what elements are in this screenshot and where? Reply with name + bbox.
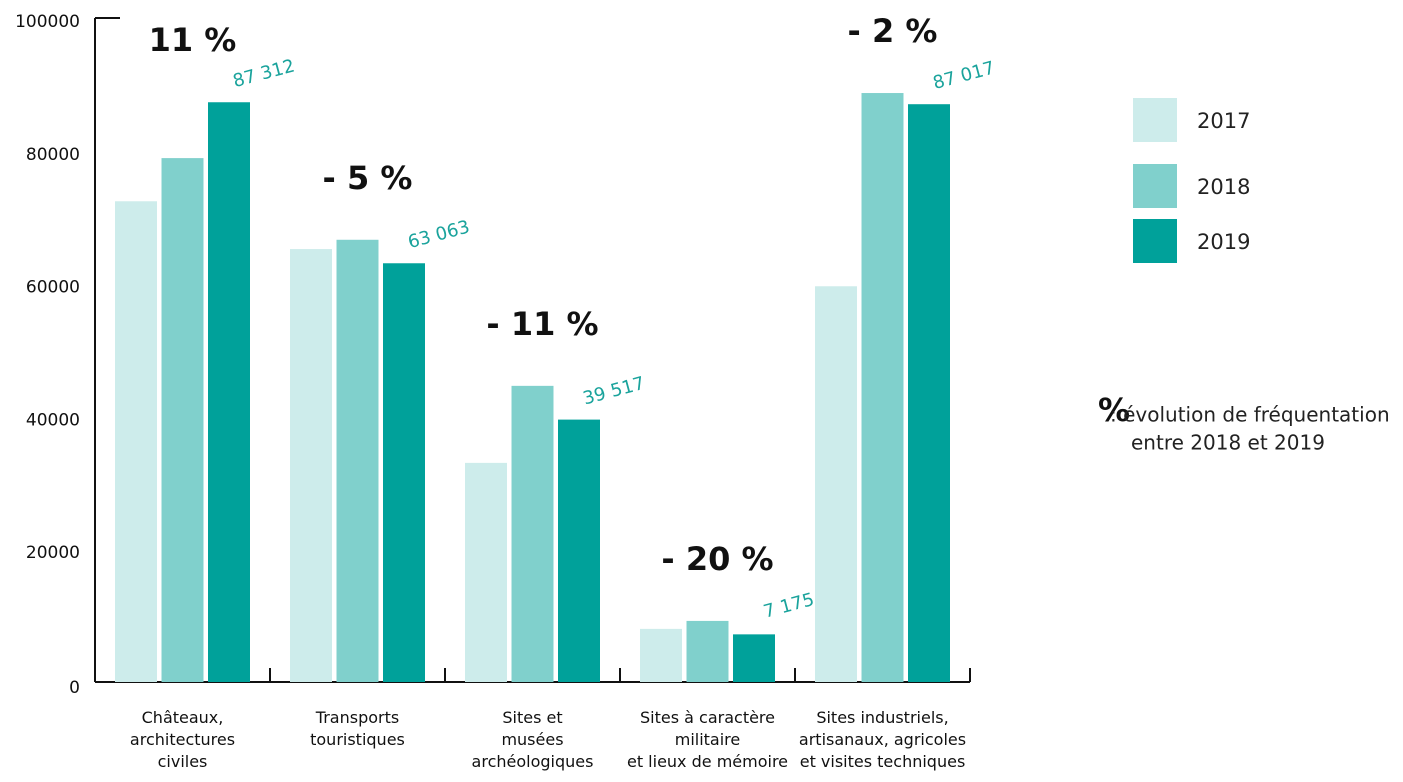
legend-swatch (1133, 219, 1177, 263)
y-tick-label: 40000 (26, 410, 80, 430)
bar (640, 628, 682, 682)
x-tick-label: Sites industriels, artisanaux, agricoles e… (799, 708, 966, 771)
note-symbol: % (1098, 391, 1130, 429)
x-tick-label: Sites à caractère militaire et lieux de mé… (627, 708, 788, 771)
bar (686, 620, 729, 682)
annotation: - 11 % (486, 305, 598, 343)
legend-swatch (1133, 98, 1177, 142)
value-label: 39 517 (581, 373, 647, 410)
x-tick-label: Transports touristiques (310, 708, 405, 749)
note-text: entre 2018 et 2019 (1131, 431, 1325, 455)
y-tick-label: 0 (69, 678, 80, 698)
legend-label: 2018 (1197, 175, 1250, 199)
legend-label: 2019 (1197, 230, 1250, 254)
y-tick-label: 100000 (15, 12, 80, 32)
bar (465, 462, 507, 682)
bar (815, 286, 857, 682)
value-label: 7 175 (761, 589, 816, 623)
bar (208, 102, 250, 683)
bar (908, 104, 950, 682)
y-tick-label: 20000 (26, 543, 80, 563)
annotation: - 2 % (848, 12, 938, 50)
annotation: 11 % (149, 21, 237, 59)
bar (336, 239, 379, 682)
bar (511, 385, 554, 682)
bar (558, 419, 600, 682)
bar (161, 158, 204, 682)
y-tick-label: 60000 (26, 278, 80, 298)
x-tick-label: Sites et musées archéologiques (472, 708, 594, 771)
legend-label: 2017 (1197, 109, 1250, 133)
y-tick-label: 80000 (26, 145, 80, 165)
note-text: : évolution de fréquentation (1110, 403, 1390, 427)
bar (290, 249, 332, 682)
value-label: 87 312 (231, 55, 297, 92)
annotation: - 20 % (661, 540, 773, 578)
bar (115, 201, 157, 682)
x-tick-label: Châteaux, architectures civiles (130, 708, 235, 771)
legend-swatch (1133, 164, 1177, 208)
bar (861, 93, 904, 683)
value-label: 63 063 (406, 216, 472, 253)
bar (733, 634, 775, 682)
value-label: 87 017 (931, 57, 997, 94)
bar (383, 263, 425, 682)
annotation: - 5 % (323, 159, 413, 197)
